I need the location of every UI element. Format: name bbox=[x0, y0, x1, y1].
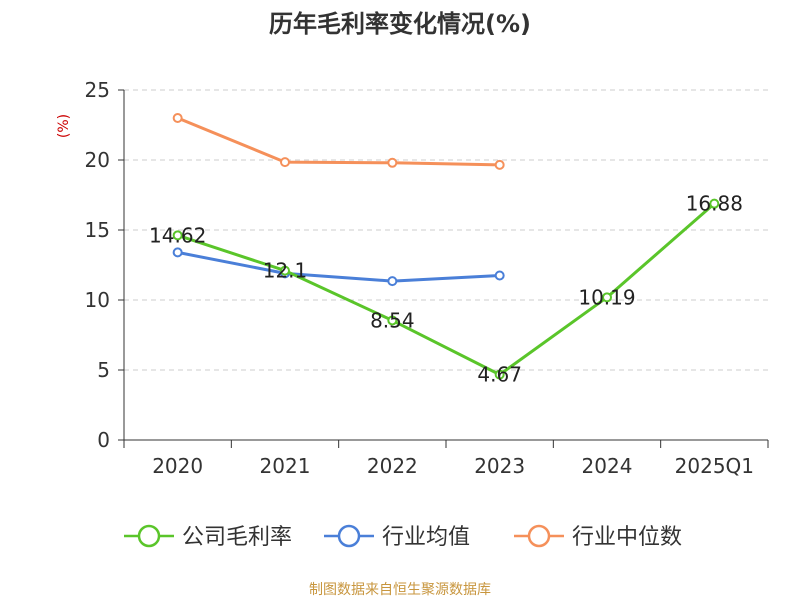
data-point[interactable] bbox=[387, 276, 398, 287]
data-point[interactable] bbox=[172, 113, 183, 123]
x-tick-label: 2020 bbox=[152, 454, 203, 478]
data-label: 12.1 bbox=[263, 259, 308, 283]
x-tick-label: 2023 bbox=[474, 454, 525, 478]
y-tick-label: 25 bbox=[85, 78, 110, 102]
data-labels: 14.62 12.1 8.54 4.67 10.19 16.88 bbox=[149, 192, 743, 387]
gridlines bbox=[124, 89, 768, 371]
y-tick-label: 5 bbox=[97, 358, 110, 382]
axes: 0 5 10 15 20 25 2020 2021 2022 2023 2024 2025Q1 bbox=[85, 78, 769, 478]
data-label: 16.88 bbox=[686, 192, 743, 216]
data-point[interactable] bbox=[494, 159, 505, 170]
series-line bbox=[177, 250, 500, 283]
y-tick-label: 15 bbox=[85, 218, 110, 242]
source-note: 制图数据来自恒生聚源数据库 bbox=[309, 582, 491, 598]
chart-title: 历年毛利率变化情况(%) bbox=[269, 10, 531, 38]
y-tick-label: 20 bbox=[85, 148, 110, 172]
legend[interactable]: 公司毛利率 行业均值 行业中位数 bbox=[124, 524, 682, 550]
data-label: 10.19 bbox=[578, 285, 635, 309]
data-point[interactable] bbox=[280, 157, 290, 168]
x-tick-label: 2021 bbox=[260, 454, 311, 478]
x-tick-label: 2024 bbox=[582, 454, 633, 478]
x-tick-label: 2025Q1 bbox=[675, 454, 754, 478]
data-point[interactable] bbox=[280, 265, 290, 276]
legend-swatch-marker bbox=[337, 524, 361, 548]
data-point[interactable] bbox=[494, 369, 505, 380]
series-line bbox=[177, 116, 500, 167]
legend-item[interactable]: 公司毛利率 bbox=[124, 524, 292, 550]
data-point[interactable] bbox=[709, 198, 720, 209]
y-tick-label: 10 bbox=[85, 288, 110, 312]
data-point[interactable] bbox=[172, 247, 183, 258]
data-label: 4.67 bbox=[477, 363, 522, 387]
series-layer bbox=[172, 113, 720, 380]
data-point[interactable] bbox=[387, 315, 398, 326]
series-line bbox=[177, 202, 716, 377]
legend-swatch-marker bbox=[137, 524, 161, 548]
legend-item[interactable]: 行业中位数 bbox=[514, 524, 682, 550]
data-point[interactable] bbox=[494, 270, 505, 281]
legend-label: 行业中位数 bbox=[572, 525, 682, 550]
legend-swatch-marker bbox=[527, 524, 551, 548]
y-tick-label: 0 bbox=[97, 428, 110, 452]
data-point[interactable] bbox=[172, 230, 183, 241]
data-point[interactable] bbox=[602, 292, 612, 303]
data-point[interactable] bbox=[387, 157, 398, 168]
y-axis-label: (%) bbox=[56, 114, 72, 138]
legend-label: 行业均值 bbox=[382, 525, 470, 550]
x-tick-label: 2022 bbox=[367, 454, 418, 478]
data-label: 14.62 bbox=[149, 223, 206, 247]
legend-label: 公司毛利率 bbox=[182, 525, 292, 550]
data-label: 8.54 bbox=[370, 308, 415, 332]
legend-item[interactable]: 行业均值 bbox=[324, 524, 470, 550]
